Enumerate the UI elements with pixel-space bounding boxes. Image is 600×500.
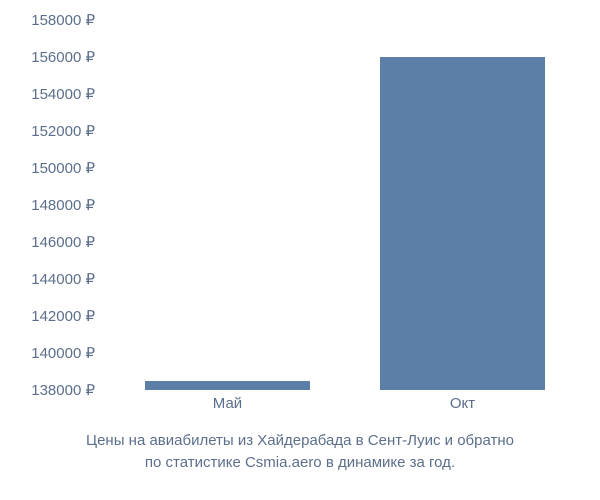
- price-chart: 138000 ₽ 140000 ₽ 142000 ₽ 144000 ₽ 146000 ₽…: [0, 0, 600, 500]
- y-tick-label: 142000 ₽: [31, 307, 95, 325]
- y-tick-label: 158000 ₽: [31, 11, 95, 29]
- y-axis: 138000 ₽140000 ₽142000 ₽144000 ₽146000 ₽…: [0, 20, 100, 390]
- caption-line2: по статистике Csmia.aero в динамике за г…: [145, 454, 455, 471]
- y-tick-label: 144000 ₽: [31, 270, 95, 288]
- y-tick-label: 154000 ₽: [31, 85, 95, 103]
- caption-line1: Цены на авиабилеты из Хайдерабада в Сент…: [86, 432, 514, 449]
- x-axis: Май Окт: [110, 395, 580, 420]
- y-tick-label: 150000 ₽: [31, 159, 95, 177]
- plot-area: [110, 20, 580, 390]
- y-tick-label: 148000 ₽: [31, 196, 95, 214]
- x-tick-label: Май: [213, 395, 242, 412]
- y-tick-label: 146000 ₽: [31, 233, 95, 251]
- y-tick-label: 156000 ₽: [31, 48, 95, 66]
- y-tick-label: 140000 ₽: [31, 344, 95, 362]
- bar: [145, 381, 310, 390]
- x-tick-label: Окт: [450, 395, 475, 412]
- y-tick-label: 138000 ₽: [31, 381, 95, 399]
- y-tick-label: 152000 ₽: [31, 122, 95, 140]
- chart-caption: Цены на авиабилеты из Хайдерабада в Сент…: [0, 430, 600, 474]
- bar: [380, 57, 545, 390]
